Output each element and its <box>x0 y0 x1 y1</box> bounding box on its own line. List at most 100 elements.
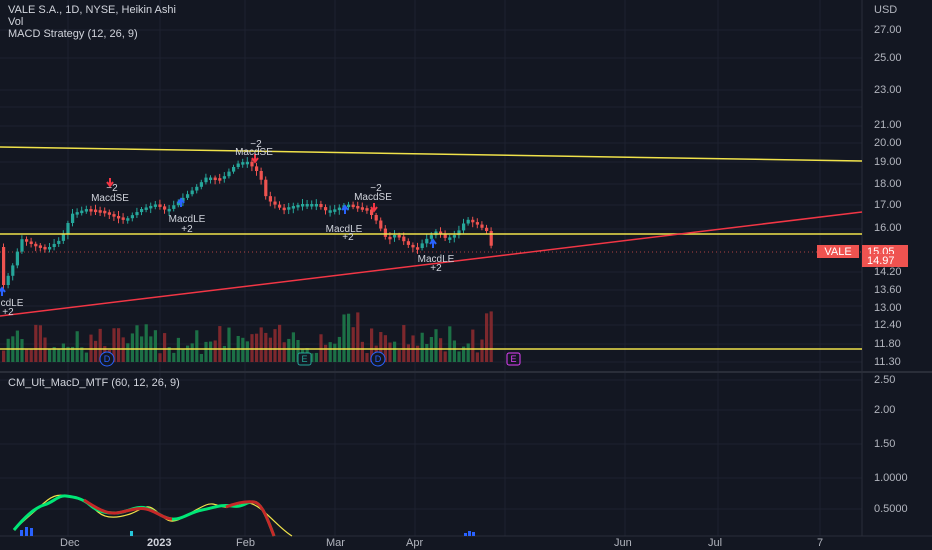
volume-bar <box>75 331 79 362</box>
volume-bar <box>310 353 314 362</box>
svg-text:E: E <box>510 354 516 364</box>
macd-histogram <box>20 527 475 536</box>
candle-body <box>328 210 332 213</box>
candle-body <box>489 231 493 246</box>
candle-body <box>75 212 79 215</box>
svg-text:E: E <box>301 354 307 364</box>
candle-body <box>199 182 203 187</box>
oscillator-title[interactable]: CM_Ult_MacD_MTF (60, 12, 26, 9) <box>8 377 180 389</box>
volume-bar <box>351 327 355 362</box>
volume-bar <box>241 337 245 362</box>
price-tick: 11.30 <box>874 356 901 368</box>
candlesticks <box>2 157 493 289</box>
candle-body <box>135 212 139 216</box>
rising-trendline[interactable] <box>0 211 863 317</box>
volume-bar <box>448 326 452 362</box>
volume-bar <box>319 334 323 362</box>
candle-body <box>98 210 102 213</box>
price-tick: 21.00 <box>874 119 902 131</box>
candle-body <box>94 209 98 213</box>
time-tick: Dec <box>60 537 80 549</box>
volume-bar <box>80 347 84 362</box>
candle-body <box>324 207 328 211</box>
signal-long-label: cdLE <box>1 298 24 309</box>
volume-bar <box>209 341 213 362</box>
candle-body <box>416 247 420 250</box>
candle-body <box>278 204 282 208</box>
candle-body <box>420 243 424 248</box>
volume-bar <box>213 340 217 362</box>
candle-body <box>301 204 305 207</box>
candle-body <box>282 207 286 211</box>
volume-bar <box>296 339 300 362</box>
signal-long-label: MacdLE <box>169 214 206 225</box>
candle-body <box>195 186 199 191</box>
candle-body <box>255 166 259 171</box>
candle-body <box>213 177 217 181</box>
time-tick: Jun <box>614 537 632 549</box>
candle-body <box>190 190 194 195</box>
volume-bar <box>356 312 360 362</box>
price-tick: 12.40 <box>874 319 902 331</box>
volume-bar <box>328 342 332 362</box>
earnings-marker-upcoming[interactable]: E <box>506 352 521 366</box>
volume-bar <box>6 338 10 362</box>
candle-body <box>204 177 208 183</box>
osc-tick: 2.00 <box>874 404 896 416</box>
volume-bar <box>52 347 56 362</box>
dividend-marker[interactable]: D <box>370 351 386 367</box>
candle-body <box>471 219 475 223</box>
candle-body <box>411 244 415 248</box>
signal-long-count: +2 <box>181 224 193 235</box>
candle-body <box>107 212 111 215</box>
volume-bar <box>57 349 61 362</box>
svg-text:D: D <box>375 354 382 364</box>
candle-body <box>163 206 167 210</box>
candle-body <box>172 205 176 209</box>
candle-body <box>176 201 180 206</box>
candle-body <box>466 219 470 224</box>
resistance-trendline[interactable] <box>0 146 863 162</box>
volume-bar <box>360 341 364 362</box>
price-tick: 20.00 <box>874 137 902 149</box>
volume-bar <box>163 333 167 362</box>
volume-bar <box>245 341 249 362</box>
volume-bar <box>112 328 116 362</box>
candle-body <box>457 230 461 236</box>
price-tags: VALE 15.05 14.97 <box>817 245 908 267</box>
candle-body <box>388 236 392 240</box>
volume-bar <box>130 333 134 362</box>
candle-body <box>273 201 277 205</box>
volume-bar <box>158 353 162 362</box>
dividend-marker[interactable]: D <box>99 351 115 367</box>
candle-body <box>452 235 456 238</box>
symbol-title[interactable]: VALE S.A., 1D, NYSE, Heikin Ashi <box>8 4 176 16</box>
candle-body <box>475 222 479 225</box>
volume-bar <box>190 343 194 362</box>
volume-bar <box>489 311 493 362</box>
price-tick: 27.00 <box>874 24 902 36</box>
volume-bar <box>48 348 52 362</box>
volume-bar <box>66 346 70 362</box>
volume-bar <box>471 329 475 362</box>
earnings-marker[interactable]: E <box>297 352 312 366</box>
volume-indicator-label[interactable]: Vol <box>8 16 24 28</box>
volume-bar <box>324 344 328 362</box>
candle-body <box>144 207 148 210</box>
candle-body <box>406 241 410 245</box>
volume-bar <box>485 313 489 362</box>
volume-bar <box>34 324 38 362</box>
strategy-label[interactable]: MACD Strategy (12, 26, 9) <box>8 28 138 40</box>
volume-bar <box>218 326 222 362</box>
candle-body <box>259 171 263 180</box>
signal-long-label: MacdLE <box>326 224 363 235</box>
candle-body <box>439 231 443 235</box>
candle-body <box>48 247 52 250</box>
candle-body <box>268 196 272 202</box>
price-tick: 17.00 <box>874 199 902 211</box>
signal-short-label: MacdSE <box>235 147 273 158</box>
candle-body <box>485 227 489 231</box>
signal-short-label: MacdSE <box>91 193 129 204</box>
volume-bar <box>268 337 272 362</box>
